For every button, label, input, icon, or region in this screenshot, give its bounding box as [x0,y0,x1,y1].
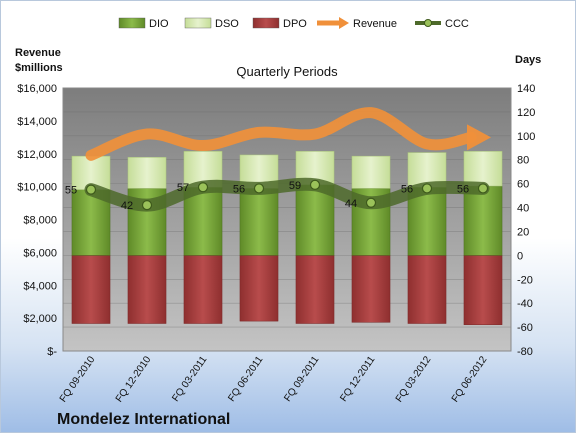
bar-dio [463,185,503,256]
left-tick-label: $4,000 [23,280,57,292]
x-tick-label: FQ 03-2012 [394,354,434,404]
legend-label-ccc: CCC [445,18,469,30]
legend-label-dso: DSO [215,18,239,30]
left-tick-label: $2,000 [23,313,57,325]
legend-swatch-ccc-dot [424,19,432,27]
revenue-arrowhead [467,124,491,151]
left-tick-label: $12,000 [17,149,57,161]
x-tick-label: FQ 06-2012 [450,354,490,404]
ccc-point [197,182,209,193]
legend-swatch-dso [184,17,212,29]
bar-dpo [183,255,223,324]
company-name: Mondelez International [57,411,230,428]
x-tick-label: FQ 09-2010 [58,354,98,404]
legend-label-dio: DIO [149,18,169,30]
x-tick-label: FQ 12-2011 [338,354,377,404]
left-axis-title: Revenue [15,47,61,59]
ccc-data-label: 56 [401,183,413,195]
bar-dpo [239,255,279,322]
right-tick-label: -20 [517,274,533,286]
legend-label-revenue: Revenue [353,18,397,30]
left-tick-label: $6,000 [23,247,57,259]
x-tick-label: FQ 03-2011 [170,354,209,404]
legend-label-dpo: DPO [283,18,307,30]
bar-dso [463,151,503,187]
revenue-line [85,107,477,161]
bar-dio [295,184,335,256]
bar-dpo [351,255,391,323]
ccc-data-label: 44 [345,198,357,210]
ccc-point [141,200,153,211]
left-tick-label: $8,000 [23,215,57,227]
chart-title: Quarterly Periods [236,64,338,79]
ccc-point [309,179,321,190]
ccc-point [253,183,265,194]
ccc-data-label: 56 [233,183,245,195]
left-tick-label: $- [47,346,57,358]
x-tick-label: FQ 06-2011 [226,354,265,404]
left-axis-title: $millions [15,62,63,74]
right-tick-label: 60 [517,179,529,191]
left-tick-label: $16,000 [17,83,57,95]
bar-dso [351,155,391,189]
left-tick-label: $14,000 [17,116,57,128]
left-tick-label: $10,000 [17,182,57,194]
ccc-data-label: 57 [177,182,189,194]
bar-dpo [127,255,167,324]
x-tick-label: FQ 09-2011 [282,354,321,404]
right-tick-label: -80 [517,346,533,358]
right-tick-label: 80 [517,155,529,167]
right-tick-label: 20 [517,226,529,238]
right-tick-label: 0 [517,250,523,262]
right-tick-label: 140 [517,83,535,95]
ccc-point [421,183,433,194]
plot-border [62,87,512,352]
bar-dpo [295,255,335,324]
bar-dio [239,188,279,256]
ccc-data-label: 59 [289,180,301,192]
bar-dio [407,186,447,256]
legend-swatch-dio [118,17,146,29]
x-tick-label: FQ 12-2010 [114,354,154,404]
right-tick-label: 100 [517,131,535,143]
legend-swatch-dpo [252,17,280,29]
right-tick-label: -40 [517,298,533,310]
bar-dpo [463,255,503,325]
ccc-point [85,184,97,195]
right-axis-title: Days [515,54,541,66]
right-tick-label: 40 [517,203,529,215]
ccc-data-label: 56 [457,183,469,195]
bar-dpo [71,255,111,324]
legend-swatch-revenue-head [339,17,349,29]
right-tick-label: 120 [517,107,535,119]
ccc-data-label: 55 [65,185,77,197]
ccc-data-label: 42 [121,200,133,212]
bar-dio [183,186,223,256]
ccc-point [477,183,489,194]
bar-dso [127,157,167,189]
right-tick-label: -60 [517,322,533,334]
bar-dpo [407,255,447,324]
ccc-point [365,197,377,208]
